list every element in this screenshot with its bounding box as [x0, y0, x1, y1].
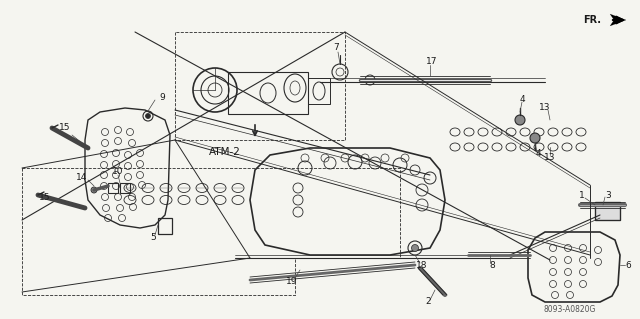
Circle shape [530, 133, 540, 143]
Text: 6: 6 [625, 261, 631, 270]
Bar [595, 202, 620, 220]
Text: 19: 19 [286, 278, 298, 286]
Text: 8093-A0820G: 8093-A0820G [544, 306, 596, 315]
Bar [228, 72, 308, 114]
Bar [120, 183, 130, 193]
Text: ATM-2: ATM-2 [209, 147, 241, 157]
Text: 4: 4 [519, 94, 525, 103]
Text: 13: 13 [544, 152, 556, 161]
Text: 10: 10 [112, 167, 124, 176]
Circle shape [91, 187, 97, 193]
Text: 7: 7 [333, 43, 339, 53]
Bar [158, 218, 172, 234]
Text: 15: 15 [39, 194, 51, 203]
Bar [308, 78, 330, 104]
Circle shape [145, 114, 150, 118]
Text: 3: 3 [605, 190, 611, 199]
Text: 15: 15 [60, 123, 71, 132]
Circle shape [412, 244, 419, 251]
Text: 17: 17 [426, 57, 438, 66]
Text: 8: 8 [489, 261, 495, 270]
Bar [595, 202, 620, 220]
Polygon shape [610, 14, 626, 26]
Text: 13: 13 [540, 102, 551, 112]
Text: 18: 18 [416, 261, 428, 270]
Text: 14: 14 [76, 174, 88, 182]
Bar [108, 183, 118, 193]
Text: FR.: FR. [583, 15, 601, 25]
Circle shape [515, 115, 525, 125]
Text: 4: 4 [535, 150, 541, 159]
Text: 5: 5 [150, 234, 156, 242]
Text: 9: 9 [159, 93, 165, 102]
Text: 2: 2 [425, 298, 431, 307]
Text: 1: 1 [579, 191, 585, 201]
